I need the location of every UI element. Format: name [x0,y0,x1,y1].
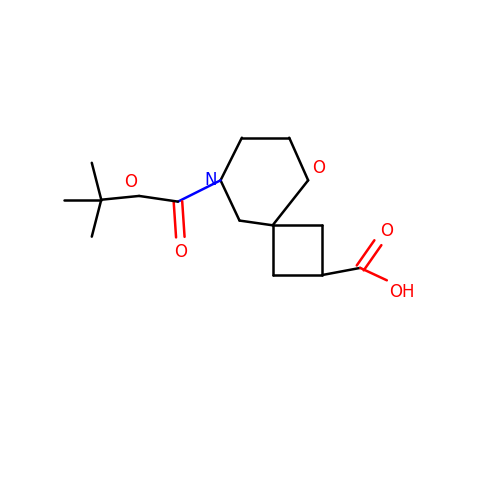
Text: OH: OH [389,283,415,301]
Text: O: O [312,159,325,177]
Text: O: O [380,222,393,240]
Text: O: O [124,173,137,191]
Text: O: O [174,243,187,261]
Text: N: N [204,171,217,189]
